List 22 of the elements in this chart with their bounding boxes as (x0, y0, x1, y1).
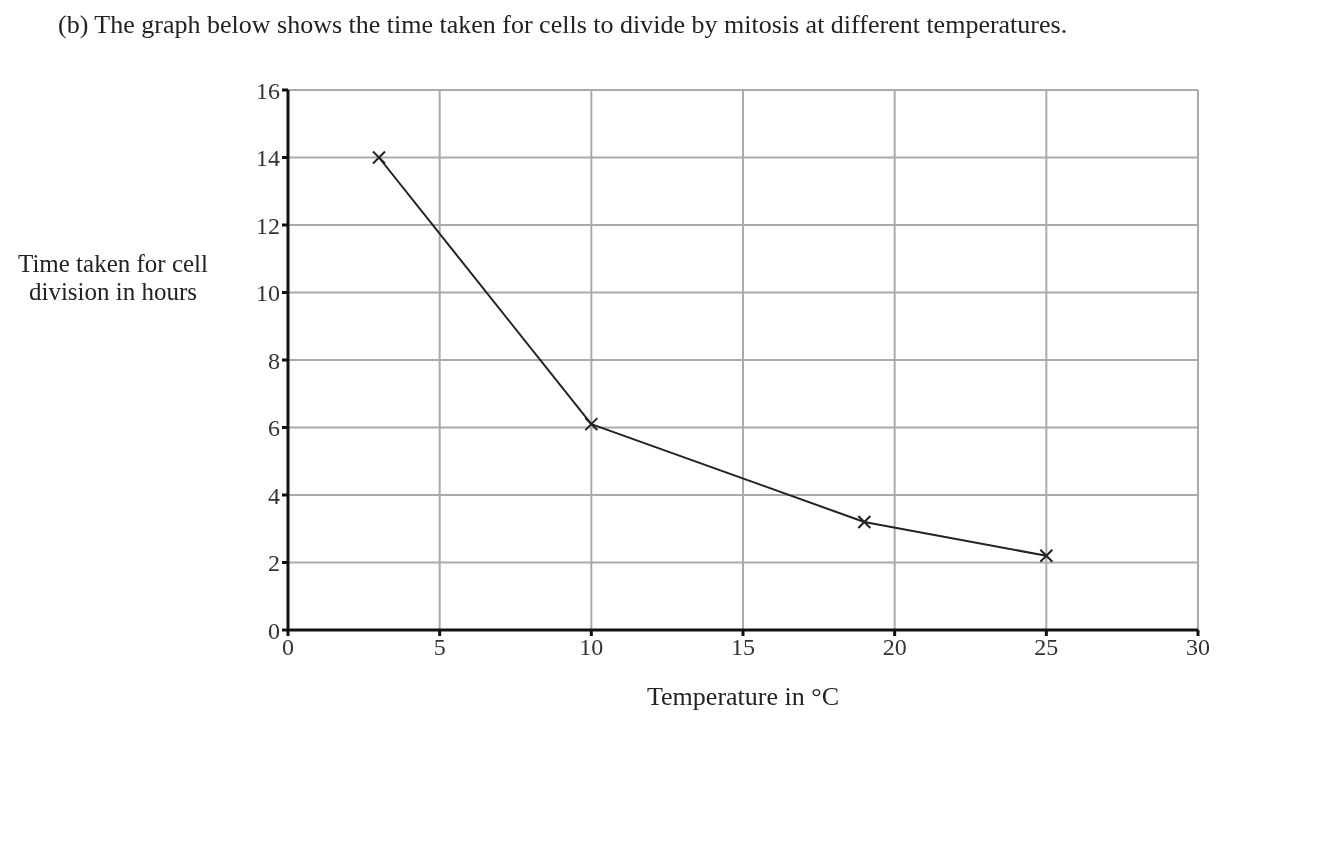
point (372, 150, 386, 165)
y-tick-label: 16 (256, 77, 280, 104)
point (584, 417, 599, 432)
point (1039, 548, 1054, 563)
chart-title: (b) The graph below shows the time taken for cells to divide by mitosis at different temperatures. (58, 10, 1069, 40)
x-tick-label: 5 (433, 634, 446, 661)
x-tick-label: 10 (579, 634, 604, 661)
y-tick-label: 6 (268, 415, 280, 442)
x-axis-title: Temperature in °C (647, 682, 839, 711)
y-tick-label: 2 (268, 550, 280, 577)
y-tick-label: 8 (268, 347, 280, 374)
x-tick-label: 30 (1186, 634, 1210, 661)
y-tick-label: 4 (268, 482, 280, 509)
point (857, 515, 872, 529)
x-tick-label: 20 (882, 634, 907, 661)
x-tick-label: 15 (731, 634, 755, 661)
y-tick-label: 0 (268, 617, 280, 644)
y-tick-label: 14 (256, 145, 280, 172)
y-tick-label: 12 (256, 212, 280, 239)
y-tick-label: 10 (256, 280, 280, 307)
x-tick-label: 25 (1034, 634, 1059, 661)
y-axis-title: Time taken for cell division in hours (17, 250, 209, 306)
